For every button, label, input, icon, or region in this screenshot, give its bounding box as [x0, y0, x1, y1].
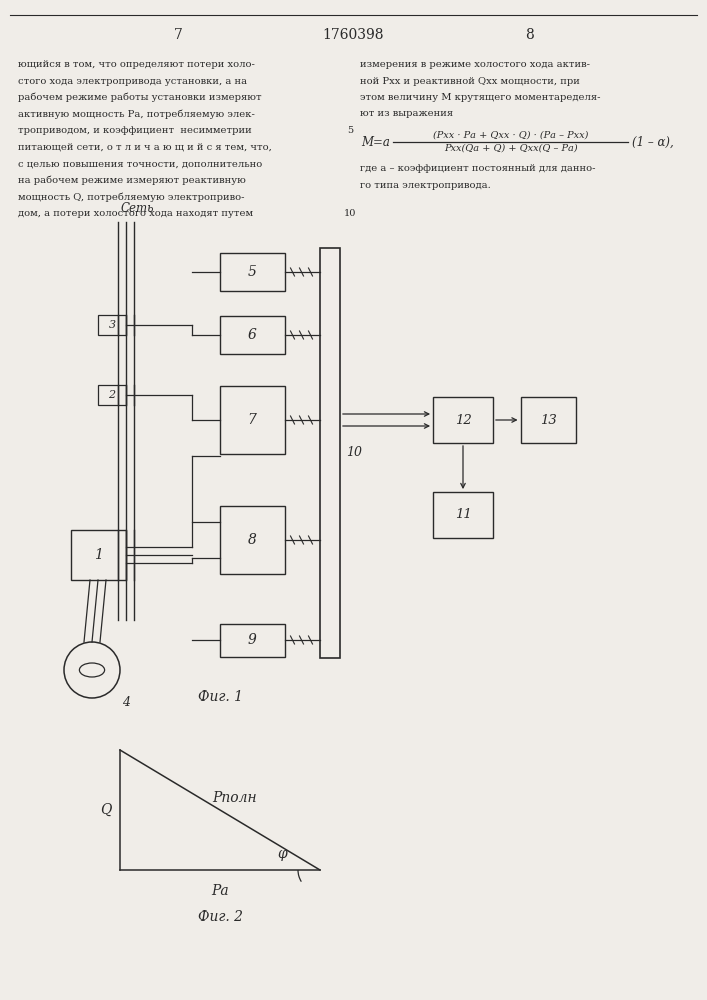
Text: 8: 8 [247, 533, 257, 547]
Text: измерения в режиме холостого хода актив-: измерения в режиме холостого хода актив- [360, 60, 590, 69]
Text: ют из выражения: ют из выражения [360, 109, 453, 118]
Text: 12: 12 [455, 414, 472, 426]
Text: 6: 6 [247, 328, 257, 342]
Text: этом величину М крутящего моментаределя-: этом величину М крутящего моментаределя- [360, 93, 600, 102]
Text: φ: φ [277, 847, 287, 861]
Text: (1 – α),: (1 – α), [632, 135, 674, 148]
Text: 3: 3 [108, 320, 115, 330]
Text: 7: 7 [247, 413, 257, 427]
Text: 10: 10 [344, 209, 356, 218]
Text: рабочем режиме работы установки измеряют: рабочем режиме работы установки измеряют [18, 93, 262, 103]
Text: активную мощность Рa, потребляемую элек-: активную мощность Рa, потребляемую элек- [18, 109, 255, 119]
Text: 1760398: 1760398 [322, 28, 384, 42]
Bar [320, 248, 340, 658]
Text: мощность Q, потребляемую электроприво-: мощность Q, потребляемую электроприво- [18, 192, 245, 202]
Bar [219, 624, 284, 656]
Text: где а – коэффициент постоянный для данно-: где а – коэффициент постоянный для данно… [360, 164, 595, 173]
Text: 10: 10 [346, 446, 362, 460]
Bar [98, 315, 126, 335]
Text: на рабочем режиме измеряют реактивную: на рабочем режиме измеряют реактивную [18, 176, 246, 185]
Bar [219, 506, 284, 574]
Text: троприводом, и коэффициент  несимметрии: троприводом, и коэффициент несимметрии [18, 126, 252, 135]
Bar [219, 316, 284, 354]
Text: (Рхх · Рa + Qхх · Q) · (Рa – Рхх): (Рхх · Рa + Qхх · Q) · (Рa – Рхх) [433, 131, 588, 140]
Text: ной Рхх и реактивной Qхх мощности, при: ной Рхх и реактивной Qхх мощности, при [360, 77, 580, 86]
Text: дом, а потери холостого хода находят путем: дом, а потери холостого хода находят пут… [18, 209, 253, 218]
Bar [433, 492, 493, 538]
Text: Рхх(Qa + Q) + Qхх(Q – Рa): Рхх(Qa + Q) + Qхх(Q – Рa) [444, 144, 578, 153]
Text: 5: 5 [347, 126, 353, 135]
Bar [219, 386, 284, 454]
Bar [98, 385, 126, 405]
Text: 11: 11 [455, 508, 472, 522]
Text: Q: Q [100, 803, 112, 817]
Text: Рa: Рa [211, 884, 229, 898]
Text: 9: 9 [247, 633, 257, 647]
Text: Сеть: Сеть [121, 202, 155, 215]
Text: ющийся в том, что определяют потери холо-: ющийся в том, что определяют потери холо… [18, 60, 255, 69]
Text: 1: 1 [93, 548, 103, 562]
Bar [71, 530, 126, 580]
Text: 8: 8 [525, 28, 534, 42]
Text: го типа электропривода.: го типа электропривода. [360, 180, 491, 190]
Text: Фиг. 1: Фиг. 1 [197, 690, 243, 704]
Text: M=a: M=a [361, 135, 390, 148]
Text: Фиг. 2: Фиг. 2 [197, 910, 243, 924]
Text: питающей сети, о т л и ч а ю щ и й с я тем, что,: питающей сети, о т л и ч а ю щ и й с я т… [18, 142, 272, 151]
Bar [520, 397, 575, 443]
Text: 4: 4 [122, 696, 130, 709]
Text: с целью повышения точности, дополнительно: с целью повышения точности, дополнительн… [18, 159, 262, 168]
Text: 7: 7 [173, 28, 182, 42]
Bar [219, 253, 284, 291]
Text: 2: 2 [108, 390, 115, 400]
Text: Рполн: Рполн [213, 791, 257, 805]
Text: стого хода электропривода установки, а на: стого хода электропривода установки, а н… [18, 77, 247, 86]
Bar [433, 397, 493, 443]
Text: 13: 13 [539, 414, 556, 426]
Text: 5: 5 [247, 265, 257, 279]
